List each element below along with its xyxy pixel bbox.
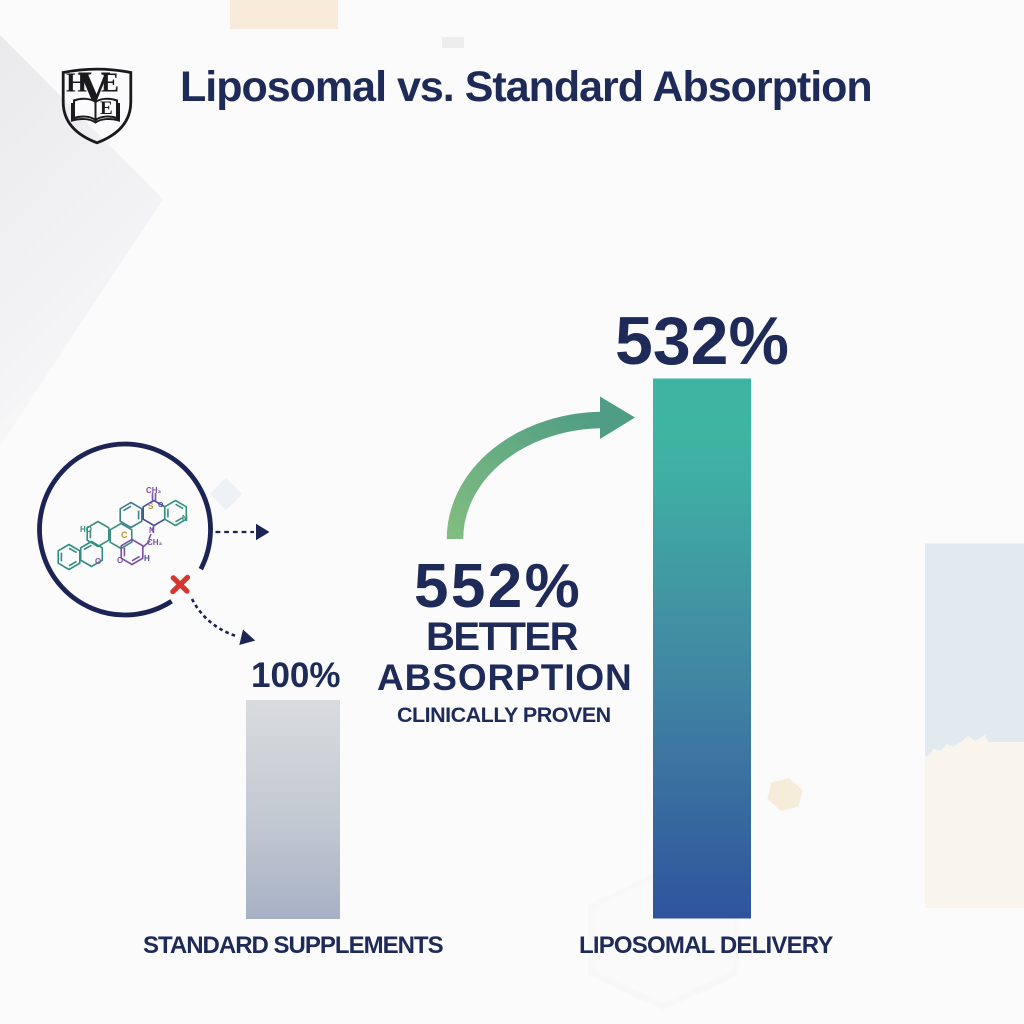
svg-text:H: H (144, 554, 150, 563)
svg-text:HO: HO (80, 525, 92, 534)
svg-text:N: N (182, 514, 188, 523)
svg-text:CH₃: CH₃ (147, 538, 163, 547)
svg-text:O: O (95, 557, 101, 566)
svg-text:E: E (100, 98, 113, 119)
svg-text:O: O (158, 502, 164, 509)
svg-text:O: O (117, 556, 123, 565)
svg-text:S: S (148, 502, 154, 511)
svg-text:C: C (121, 530, 128, 540)
svg-text:CH₃: CH₃ (146, 486, 162, 495)
svg-text:N: N (149, 526, 155, 535)
svg-text:E: E (101, 68, 119, 98)
svg-text:H: H (66, 68, 87, 98)
